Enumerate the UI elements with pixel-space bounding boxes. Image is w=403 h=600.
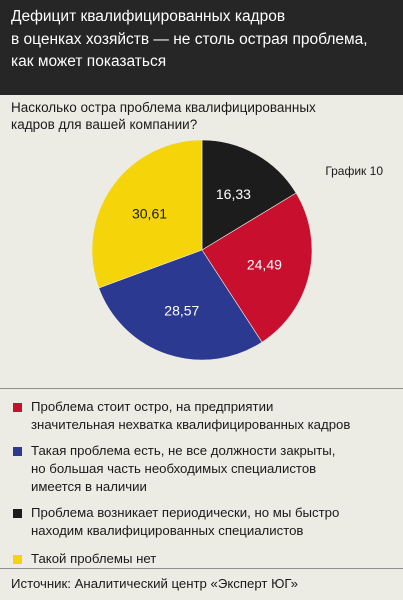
- survey-question-line: кадров для вашей компании?: [11, 117, 198, 132]
- pie-slice: [91, 140, 203, 289]
- legend-label: Проблема возникает периодически, но мы б…: [31, 504, 386, 540]
- legend-label-line: значительная нехватка квалифицированных …: [31, 417, 351, 432]
- header-title: Дефицит квалифицированных кадров в оценк…: [11, 6, 395, 74]
- legend-label: Такая проблема есть, не все должности за…: [31, 442, 386, 496]
- source-note: Источник: Аналитический центр «Эксперт Ю…: [0, 568, 403, 600]
- header-bar: Дефицит квалифицированных кадров в оценк…: [0, 0, 403, 95]
- header-title-line: в оценках хозяйств — не столь острая про…: [11, 30, 368, 48]
- legend-label-line: находим квалифицированных специалистов: [31, 523, 304, 538]
- legend-color-marker: [13, 447, 22, 456]
- pie-slice-value-label: 16,33: [216, 186, 251, 202]
- legend-color-marker: [13, 555, 22, 564]
- graph-number-label: График 10: [325, 164, 383, 178]
- header-title-line: как может показаться: [11, 53, 167, 70]
- pie-slice-value-label: 28,57: [164, 303, 199, 319]
- legend-label-line: Такой проблемы нет: [31, 551, 157, 566]
- legend-label: Проблема стоит остро, на предприятии знач…: [31, 398, 386, 434]
- legend-label-line: имеется в наличии: [31, 479, 147, 494]
- legend-label: Такой проблемы нет: [31, 550, 386, 568]
- pie-slice: [201, 140, 297, 251]
- legend-label-line: Проблема стоит остро, на предприятии: [31, 399, 274, 414]
- survey-question-line: Насколько остра проблема квалифицированн…: [11, 100, 316, 115]
- legend-label-line: но большая часть необходимых специалисто…: [31, 461, 317, 476]
- legend-color-marker: [13, 509, 22, 518]
- pie-slice-value-label: 30,61: [132, 205, 167, 221]
- legend-color-marker: [13, 403, 22, 412]
- pie-slice-value-label: 24,49: [247, 256, 282, 272]
- survey-question: Насколько остра проблема квалифицированн…: [11, 99, 396, 133]
- legend: Проблема стоит остро, на предприятии знач…: [0, 388, 403, 569]
- header-title-line: Дефицит квалифицированных кадров: [11, 8, 286, 25]
- legend-label-line: Проблема возникает периодически, но мы б…: [31, 505, 340, 520]
- pie-slice: [201, 192, 313, 343]
- pie-chart: 16,33 24,49 28,57 30,61: [91, 140, 313, 361]
- legend-label-line: Такая проблема есть, не все должности за…: [31, 443, 336, 458]
- pie-slice: [98, 249, 263, 361]
